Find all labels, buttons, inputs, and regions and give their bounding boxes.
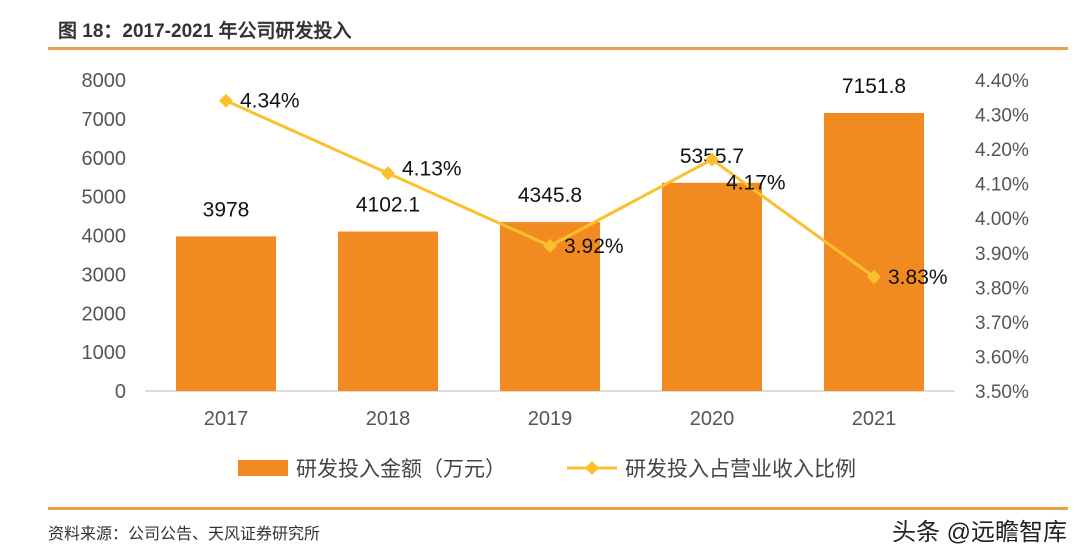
left-axis-tick: 3000 xyxy=(82,264,127,286)
legend-bar-label: 研发投入金额（万元） xyxy=(296,458,506,481)
bar-label: 7151.8 xyxy=(842,75,906,98)
legend-line-label: 研发投入占营业收入比例 xyxy=(625,458,856,481)
right-axis-tick: 4.00% xyxy=(975,209,1029,230)
title-divider xyxy=(48,47,1068,50)
figure-title: 图 18：2017-2021 年公司研发投入 xyxy=(58,21,352,42)
right-axis-tick: 3.80% xyxy=(975,278,1029,299)
left-axis-tick: 5000 xyxy=(82,187,127,209)
legend-bar-swatch xyxy=(238,460,288,476)
bar-label: 4102.1 xyxy=(356,194,420,217)
left-axis-tick: 8000 xyxy=(82,70,127,92)
x-axis-tick: 2021 xyxy=(852,408,897,430)
bar-2018 xyxy=(338,231,438,391)
ratio-marker-2021 xyxy=(867,269,881,284)
legend-line-marker xyxy=(585,461,599,475)
right-axis-tick: 3.70% xyxy=(975,313,1029,334)
watermark: 头条 @远瞻智库 xyxy=(891,519,1067,546)
ratio-label: 4.34% xyxy=(240,90,300,113)
ratio-marker-2018 xyxy=(381,166,395,181)
left-axis-tick: 1000 xyxy=(82,342,127,364)
right-axis-tick: 3.90% xyxy=(975,244,1029,265)
ratio-label: 3.92% xyxy=(564,235,624,258)
left-axis-tick: 0 xyxy=(115,381,126,403)
ratio-marker-2019 xyxy=(543,238,557,253)
bar-2020 xyxy=(662,182,762,391)
bar-label: 4345.8 xyxy=(518,184,582,207)
source-note: 资料来源：公司公告、天风证券研究所 xyxy=(48,526,321,543)
x-axis-tick: 2018 xyxy=(366,408,411,430)
left-axis-tick: 6000 xyxy=(82,148,127,170)
right-axis-tick: 3.60% xyxy=(975,347,1029,368)
ratio-marker-2017 xyxy=(219,93,233,108)
footer-divider xyxy=(48,507,1068,510)
x-axis-tick: 2020 xyxy=(690,408,735,430)
ratio-label: 4.17% xyxy=(726,171,786,194)
right-axis-tick: 4.40% xyxy=(975,71,1029,92)
x-axis-tick: 2019 xyxy=(528,408,573,430)
right-axis-tick: 4.30% xyxy=(975,106,1029,127)
left-axis-tick: 4000 xyxy=(82,226,127,248)
right-axis-tick: 4.10% xyxy=(975,175,1029,196)
left-axis-tick: 7000 xyxy=(82,109,127,131)
right-axis-tick: 4.20% xyxy=(975,140,1029,161)
x-axis-tick: 2017 xyxy=(204,408,249,430)
chart: 0 1000 2000 3000 4000 5000 6000 7000 8000 3.50% 3.… xyxy=(82,70,1029,481)
left-axis-tick: 2000 xyxy=(82,303,127,325)
bar-2017 xyxy=(176,236,276,391)
right-axis-tick: 3.50% xyxy=(975,382,1029,403)
ratio-label: 4.13% xyxy=(402,157,462,180)
ratio-marker-2020 xyxy=(705,152,719,167)
bar-label: 3978 xyxy=(203,198,250,221)
ratio-label: 3.83% xyxy=(888,266,948,289)
